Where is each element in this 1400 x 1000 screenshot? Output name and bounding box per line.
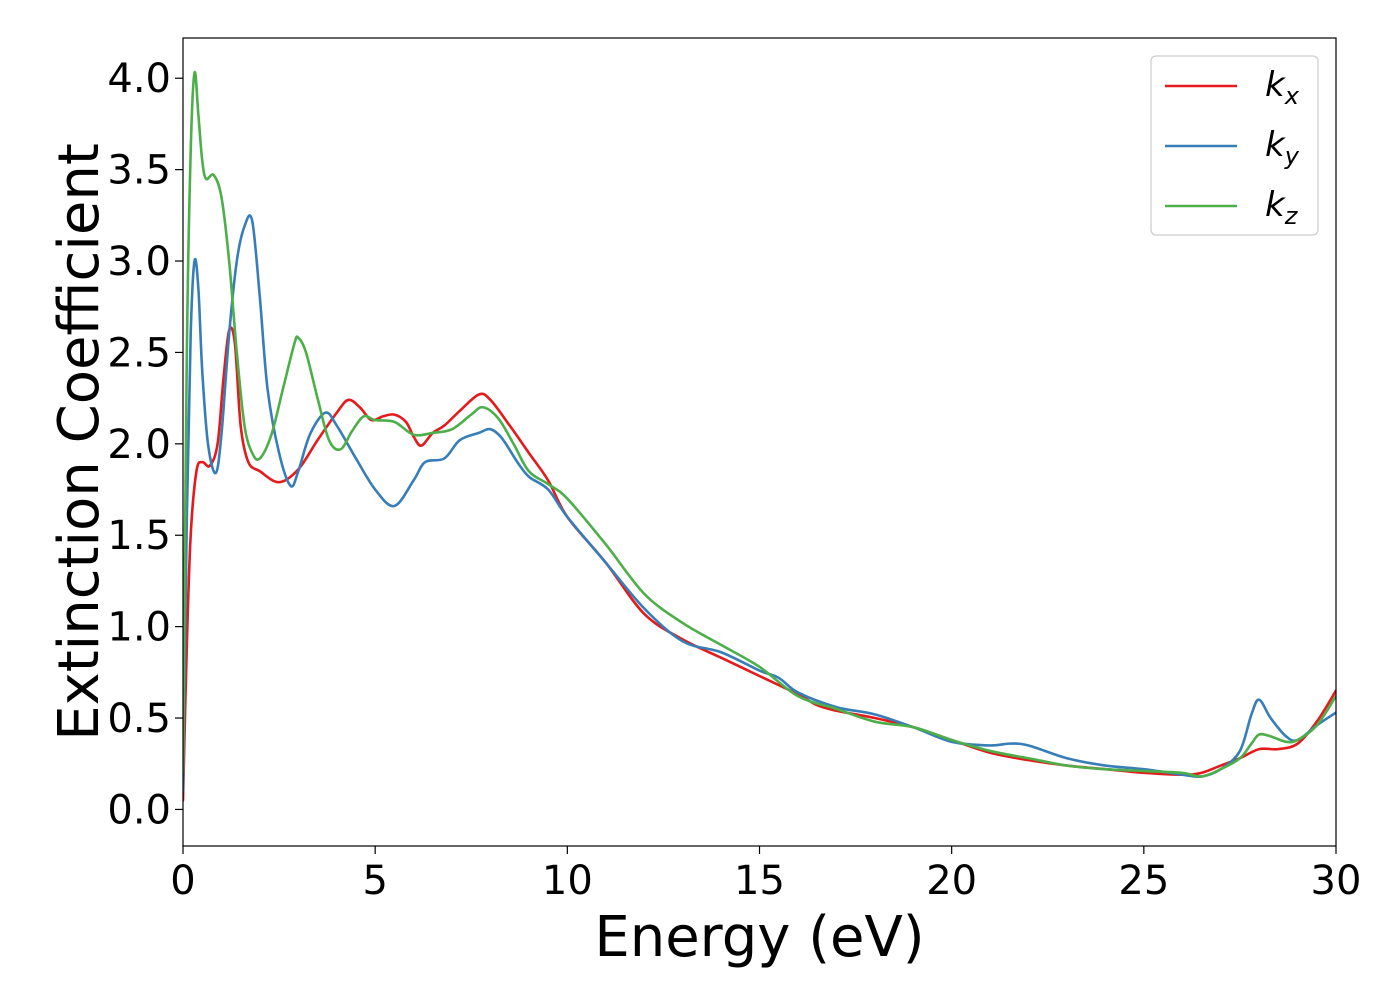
legend-label-kz: kz — [1265, 185, 1299, 230]
legend-label-sub: y — [1284, 142, 1300, 170]
legend-label-main: k — [1265, 65, 1286, 105]
y-tick-label: 3.5 — [107, 148, 171, 194]
x-tick-label: 30 — [1311, 858, 1362, 904]
legend-label-sub: x — [1284, 82, 1300, 110]
legend-label-main: k — [1265, 185, 1286, 225]
y-tick-label: 3.0 — [107, 239, 171, 285]
y-tick-label: 2.5 — [107, 330, 171, 376]
y-tick-label: 1.5 — [107, 513, 171, 559]
x-tick-label: 5 — [362, 858, 387, 904]
y-tick-label: 2.0 — [107, 422, 171, 468]
x-tick-label: 25 — [1118, 858, 1169, 904]
legend-label-kx: kx — [1265, 65, 1300, 110]
series-line-ky — [183, 214, 1336, 793]
x-tick-label: 20 — [926, 858, 977, 904]
x-axis-ticks: 0 5 10 15 20 25 30 — [170, 846, 1361, 904]
y-tick-label: 4.0 — [107, 56, 171, 102]
x-tick-label: 15 — [734, 858, 785, 904]
legend-label-main: k — [1265, 125, 1286, 165]
y-tick-label: 0.5 — [107, 696, 171, 742]
series-line-kz — [183, 70, 1336, 778]
y-axis-title: Extinction Coefficient — [47, 143, 112, 741]
y-axis-ticks: 0.0 0.5 1.0 1.5 2.0 2.5 3.0 3.5 4.0 — [107, 56, 183, 833]
legend-label-ky: ky — [1265, 125, 1300, 170]
series-layer — [183, 70, 1336, 802]
y-tick-label: 1.0 — [107, 605, 171, 651]
x-tick-label: 0 — [170, 858, 195, 904]
series-line-kx — [183, 326, 1336, 802]
y-tick-label: 0.0 — [107, 787, 171, 833]
x-axis-title: Energy (eV) — [594, 905, 924, 970]
legend-label-sub: z — [1284, 202, 1299, 230]
x-tick-label: 10 — [542, 858, 593, 904]
